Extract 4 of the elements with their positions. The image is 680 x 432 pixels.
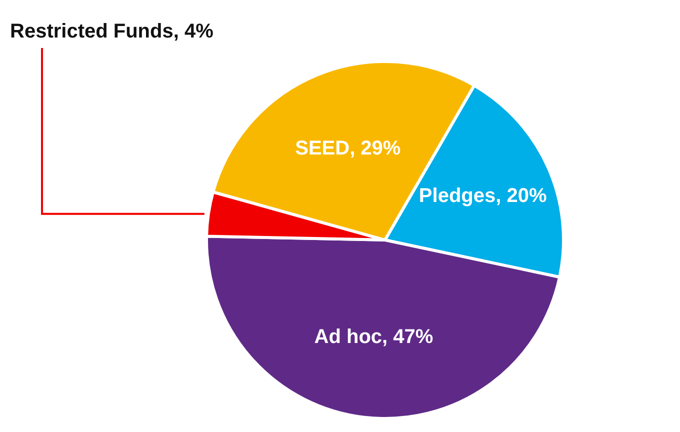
slice-label: SEED, 29% xyxy=(295,138,401,160)
slice-label: Pledges, 20% xyxy=(418,184,547,207)
slice-label: Restricted Funds, 4% xyxy=(10,20,214,43)
slice-label: Ad hoc, 47% xyxy=(314,326,434,348)
